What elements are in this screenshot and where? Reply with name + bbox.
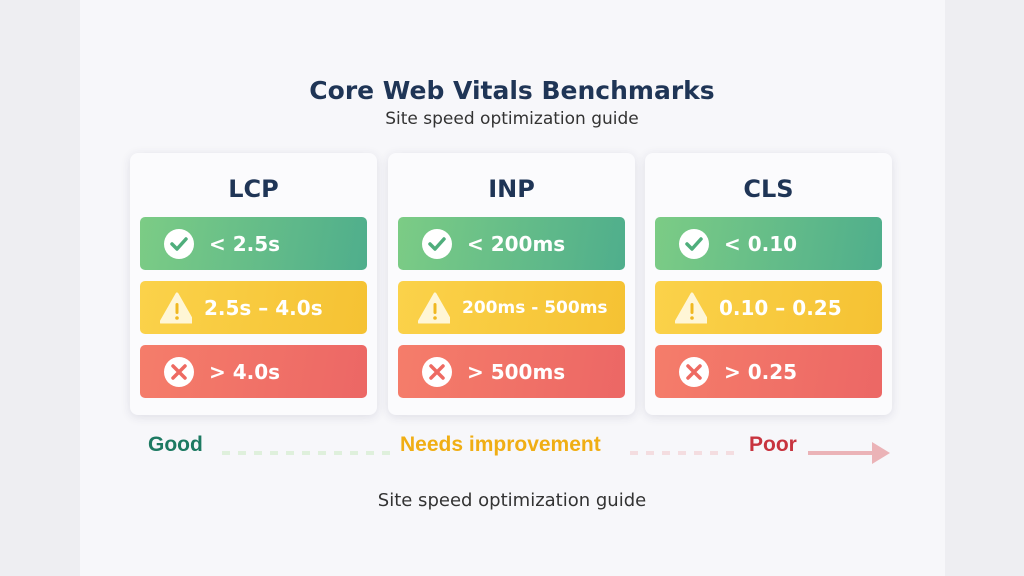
card-inp: INP < 200ms 200ms - 500ms > 500ms [388,153,635,415]
card-title: CLS [743,175,794,203]
arrow-right-icon [808,442,890,464]
card-lcp: LCP < 2.5s 2.5s – 4.0s > 4.0s [130,153,377,415]
card-title: INP [488,175,535,203]
warning-triangle-icon [418,292,450,323]
warning-triangle-icon [160,292,192,323]
x-circle-icon [679,356,709,387]
legend-needs-improvement: Needs improvement [400,433,601,456]
page-subtitle: Site speed optimization guide [385,109,639,129]
status-icon [163,228,195,260]
legend-poor: Poor [749,433,797,456]
check-circle-icon [422,228,452,259]
check-circle-icon [679,228,709,259]
threshold-needs-improvement: 200ms - 500ms [398,281,625,334]
status-icon [421,356,453,388]
status-icon [163,356,195,388]
legend-dash-good [222,451,392,455]
threshold-value: 200ms - 500ms [462,297,608,318]
status-icon [421,228,453,260]
threshold-value: > 4.0s [209,359,281,384]
page-title: Core Web Vitals Benchmarks [309,76,715,105]
threshold-value: < 200ms [467,231,566,256]
threshold-poor: > 0.25 [655,345,882,398]
x-circle-icon [422,356,452,387]
status-icon [160,292,192,324]
card-cls: CLS < 0.10 0.10 – 0.25 > 0.25 [645,153,892,415]
status-icon [678,228,710,260]
status-icon [418,292,450,324]
threshold-needs-improvement: 0.10 – 0.25 [655,281,882,334]
status-icon [678,356,710,388]
threshold-good: < 2.5s [140,217,367,270]
legend-good: Good [148,433,203,456]
legend-dash-poor [630,451,740,455]
threshold-value: > 0.25 [724,359,798,384]
threshold-value: > 500ms [467,359,566,384]
check-circle-icon [164,228,194,259]
threshold-value: < 0.10 [724,231,798,256]
threshold-value: 2.5s – 4.0s [204,295,323,320]
threshold-poor: > 500ms [398,345,625,398]
threshold-good: < 0.10 [655,217,882,270]
warning-triangle-icon [675,292,707,323]
threshold-poor: > 4.0s [140,345,367,398]
threshold-value: < 2.5s [209,231,281,256]
card-title: LCP [228,175,279,203]
x-circle-icon [164,356,194,387]
threshold-good: < 200ms [398,217,625,270]
status-icon [675,292,707,324]
threshold-value: 0.10 – 0.25 [719,295,842,320]
threshold-needs-improvement: 2.5s – 4.0s [140,281,367,334]
footer-text: Site speed optimization guide [377,490,647,511]
